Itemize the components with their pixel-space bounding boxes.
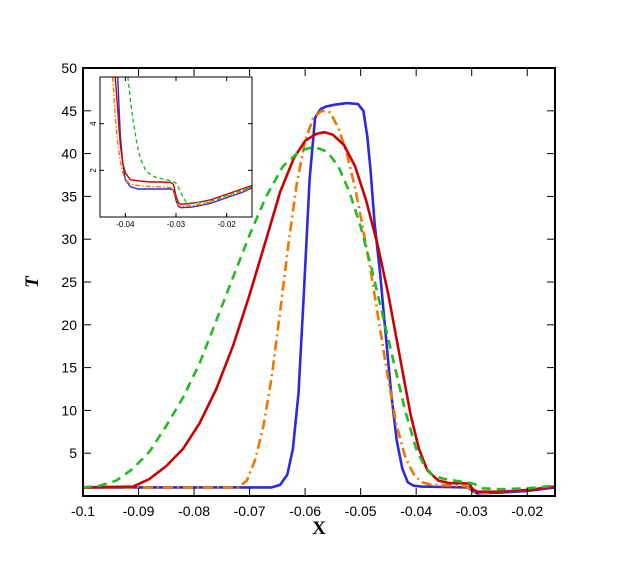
inset-plot-frame [99,76,253,218]
main-x-tick-label: -0.1 [71,503,95,519]
main-series-line-3 [83,146,555,491]
main-x-tick-label: -0.06 [289,503,321,519]
main-y-tick-label: 20 [61,317,77,333]
inset-x-tick-label: -0.02 [218,220,237,229]
main-y-tick-label: 5 [69,445,77,461]
main-series-line-1 [83,109,555,495]
main-y-tick-label: 45 [61,103,77,119]
inset-x-tick-label: -0.04 [116,220,135,229]
main-x-tick-label: -0.07 [234,503,266,519]
main-series-line-0 [83,101,555,495]
main-x-tick-label: -0.05 [345,503,377,519]
x-axis-title: X [312,518,326,539]
y-axis-title: T [22,275,43,288]
inset-series-line-3 [127,77,252,204]
inset-y-tick-label: 4 [89,121,98,126]
main-series-line-2 [83,130,555,493]
main-x-tick-label: -0.03 [456,503,488,519]
main-x-tick-label: -0.02 [511,503,543,519]
inset-x-tick-label: -0.03 [167,220,186,229]
main-ticks-group: -0.1 -0.09 -0.08 -0.07 -0.06 -0.05 -0.04 -0.03-… [61,60,555,519]
main-y-tick-label: 40 [61,146,77,162]
main-y-tick-label: 35 [61,188,77,204]
inset-series-line-2 [114,77,252,205]
inset-series-group [112,77,252,209]
main-x-tick-label: -0.08 [178,503,210,519]
main-y-tick-label: 25 [61,274,77,290]
main-y-tick-label: 50 [61,60,77,76]
main-x-tick-label: -0.04 [400,503,432,519]
main-y-tick-label: 15 [61,360,77,376]
inset-ticks-group: -0.04 -0.03 -0.02 2 4 [89,77,252,229]
inset-y-tick-label: 2 [89,168,98,173]
main-x-tick-label: -0.09 [123,503,155,519]
main-series-group [83,101,555,495]
main-y-tick-label: 30 [61,231,77,247]
main-y-tick-label: 10 [61,402,77,418]
main-plot-frame [82,67,556,497]
